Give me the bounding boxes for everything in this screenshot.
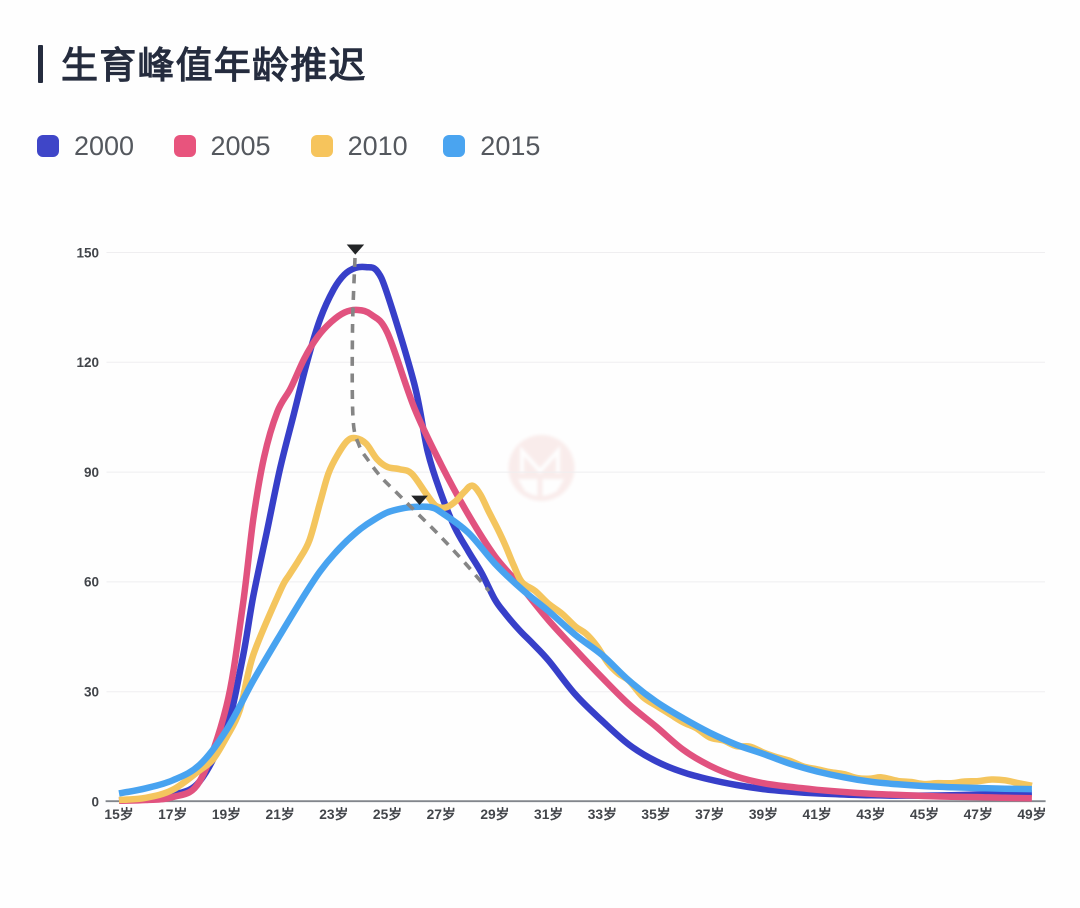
svg-text:21岁: 21岁	[266, 806, 295, 822]
svg-text:41岁: 41岁	[803, 806, 832, 822]
svg-text:37岁: 37岁	[695, 806, 724, 822]
svg-text:49岁: 49岁	[1017, 806, 1046, 822]
svg-text:17岁: 17岁	[158, 806, 187, 822]
svg-text:15岁: 15岁	[104, 806, 133, 822]
svg-text:150: 150	[76, 245, 99, 260]
svg-text:33岁: 33岁	[588, 806, 617, 822]
svg-text:29岁: 29岁	[480, 806, 509, 822]
svg-text:47岁: 47岁	[964, 806, 993, 822]
svg-text:45岁: 45岁	[910, 806, 939, 822]
svg-text:30: 30	[84, 685, 99, 700]
svg-text:0: 0	[91, 794, 99, 809]
svg-text:35岁: 35岁	[641, 806, 670, 822]
svg-text:31岁: 31岁	[534, 806, 563, 822]
svg-text:27岁: 27岁	[427, 806, 456, 822]
svg-text:90: 90	[84, 465, 99, 480]
svg-text:19岁: 19岁	[212, 806, 241, 822]
svg-text:43岁: 43岁	[856, 806, 885, 822]
svg-text:120: 120	[76, 355, 99, 370]
svg-text:39岁: 39岁	[749, 806, 778, 822]
svg-text:25岁: 25岁	[373, 806, 402, 822]
svg-text:23岁: 23岁	[319, 806, 348, 822]
svg-text:60: 60	[84, 575, 99, 590]
